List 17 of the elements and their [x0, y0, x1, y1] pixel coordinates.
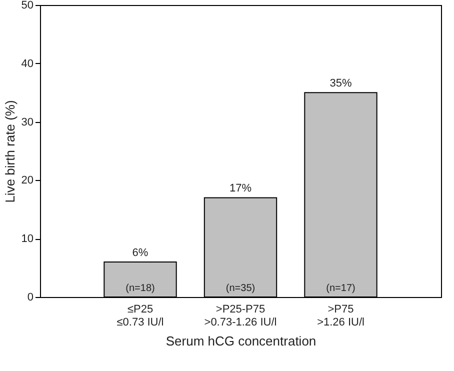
x-tick-label: >P75 >1.26 IU/l [317, 304, 364, 328]
data-label: 35% [330, 78, 352, 90]
y-tick-label: 40 [21, 58, 34, 70]
y-tick-label: 50 [21, 0, 34, 12]
y-axis-title: Live birth rate (%) [2, 100, 18, 203]
y-tick-label: 10 [21, 233, 34, 246]
y-tick-label: 0 [27, 292, 34, 304]
x-axis-title: Serum hCG concentration [166, 334, 316, 348]
data-label: 17% [229, 182, 252, 195]
y-tick-label: 30 [21, 116, 34, 128]
x-tick-label: ≤P25 ≤0.73 IU/l [116, 304, 164, 328]
annotation: (n=17) [326, 283, 356, 294]
x-tick-label: >P25-P75 >0.73-1.26 IU/l [204, 304, 277, 328]
data-label: 6% [132, 246, 148, 259]
y-tick-label: 20 [21, 174, 34, 187]
annotation: (n=35) [226, 283, 256, 294]
annotation: (n=18) [126, 283, 155, 294]
